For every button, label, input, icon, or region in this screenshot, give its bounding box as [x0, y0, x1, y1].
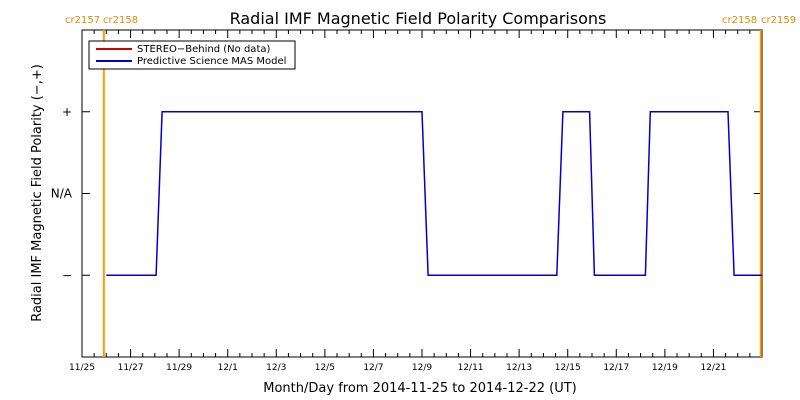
x-tick-label: 12/15 — [555, 363, 581, 373]
x-tick-label: 12/1 — [218, 363, 238, 373]
x-tick-label: 12/9 — [412, 363, 432, 373]
x-tick-label: 12/7 — [363, 363, 383, 373]
x-tick-label: 11/29 — [166, 363, 192, 373]
y-tick-label: − — [62, 268, 72, 282]
cr-label-left-1: cr2157 — [65, 15, 100, 26]
x-axis-label: Month/Day from 2014-11-25 to 2014-12-22 … — [263, 381, 576, 396]
legend: STEREO−Behind (No data) Predictive Scien… — [88, 40, 296, 70]
y-axis-ticks: + N/A − — [51, 105, 762, 282]
x-tick-label: 12/11 — [458, 363, 484, 373]
x-axis-ticks: 11/25 11/27 11/29 12/1 12/3 12/5 12/7 12/9 12/11… — [69, 30, 763, 373]
y-tick-label: N/A — [51, 187, 73, 201]
series-line-model — [106, 111, 762, 277]
plot-frame — [81, 29, 763, 358]
series-group — [106, 111, 762, 277]
x-tick-label: 12/3 — [266, 363, 286, 373]
cr-label-right-1: cr2158 — [722, 15, 757, 26]
legend-label-stereo: STEREO−Behind (No data) — [137, 44, 270, 55]
x-tick-label: 12/21 — [700, 363, 726, 373]
x-tick-label: 12/17 — [603, 363, 629, 373]
x-tick-label: 11/25 — [69, 363, 95, 373]
y-axis-label: Radial IMF Magnetic Field Polarity (−,+) — [30, 64, 45, 322]
legend-label-model: Predictive Science MAS Model — [137, 56, 286, 67]
carrington-boundaries — [102, 30, 762, 357]
x-tick-label: 11/27 — [118, 363, 144, 373]
x-tick-label: 12/5 — [315, 363, 335, 373]
x-tick-label: 12/19 — [652, 363, 678, 373]
chart-title: Radial IMF Magnetic Field Polarity Compa… — [230, 9, 607, 28]
legend-box — [88, 40, 296, 70]
cr-label-left-2: cr2158 — [103, 15, 138, 26]
x-tick-label: 12/13 — [506, 363, 532, 373]
y-tick-label: + — [62, 105, 72, 119]
cr-label-right-2: cr2159 — [761, 15, 796, 26]
